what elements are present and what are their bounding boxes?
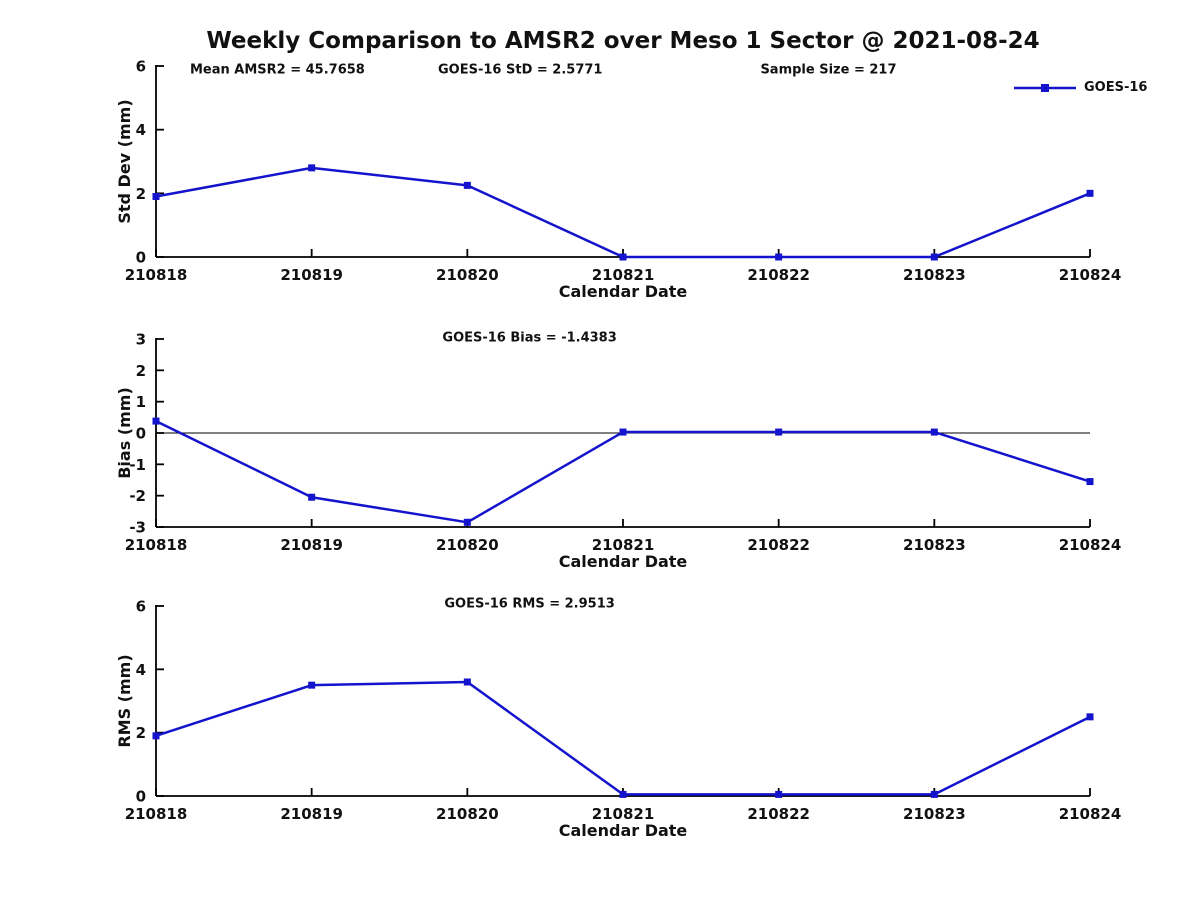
data-point-marker — [619, 428, 627, 436]
data-point-marker — [308, 681, 316, 689]
x-tick-label: 210822 — [747, 536, 810, 554]
y-axis-label: Std Dev (mm) — [115, 99, 134, 223]
stat-annotation: GOES-16 StD = 2.5771 — [438, 63, 602, 78]
data-point-marker — [930, 253, 938, 261]
y-tick-label: 6 — [136, 58, 146, 76]
legend-marker-icon — [1041, 83, 1049, 92]
x-tick-label: 210823 — [903, 266, 966, 284]
y-tick-label: 1 — [136, 393, 146, 411]
data-point-marker — [308, 164, 316, 172]
y-tick-label: 4 — [136, 121, 146, 139]
series-line-goes-16 — [155, 419, 1091, 524]
series-line-goes-16 — [155, 680, 1091, 796]
x-tick-label: 210820 — [436, 805, 499, 823]
x-tick-label: 210824 — [1059, 805, 1122, 823]
x-tick-label: 210823 — [903, 536, 966, 554]
legend: GOES-16 — [1012, 80, 1147, 95]
x-axis-label: Calendar Date — [559, 552, 688, 571]
y-axis-label: Bias (mm) — [115, 387, 134, 479]
y-tick-label: 4 — [136, 661, 146, 679]
x-tick-label: 210818 — [125, 805, 188, 823]
data-point-marker — [775, 428, 783, 436]
data-point-marker — [308, 493, 316, 501]
data-point-marker — [930, 790, 938, 798]
y-tick-label: -3 — [129, 519, 146, 537]
data-point-marker — [1086, 478, 1094, 486]
x-tick-label: 210821 — [592, 805, 655, 823]
y-tick-label: 2 — [136, 724, 146, 742]
x-tick-label: 210821 — [592, 536, 655, 554]
data-point-marker — [775, 790, 783, 798]
y-axis-label: RMS (mm) — [115, 654, 134, 747]
stat-annotation: GOES-16 Bias = -1.4383 — [442, 331, 616, 346]
stat-annotation: Mean AMSR2 = 45.7658 — [190, 63, 365, 78]
y-tick-label: 2 — [136, 362, 146, 380]
y-tick-label: 2 — [136, 185, 146, 203]
data-point-marker — [930, 428, 938, 436]
x-tick-label: 210824 — [1059, 266, 1122, 284]
rms-chart: 0 2 4 6 210818 210819 210820 210821 210822 210823… — [115, 597, 1121, 841]
x-tick-label: 210822 — [747, 266, 810, 284]
x-tick-label: 210820 — [436, 536, 499, 554]
std-dev-chart: 0 2 4 6 210818 210819 210820 210821 210822 210823… — [115, 58, 1121, 302]
x-axis-label: Calendar Date — [559, 282, 688, 301]
bias-chart: -3 -2 -1 0 1 2 3 210818 210819 210820 210821 210822… — [115, 331, 1121, 572]
x-tick-label: 210819 — [280, 536, 343, 554]
x-tick-label: 210819 — [280, 805, 343, 823]
x-tick-label: 210818 — [125, 536, 188, 554]
x-tick-label: 210822 — [747, 805, 810, 823]
stat-annotation: GOES-16 RMS = 2.9513 — [444, 597, 614, 612]
x-tick-label: 210819 — [280, 266, 343, 284]
data-point-marker — [619, 253, 627, 261]
y-tick-label: 0 — [136, 788, 146, 806]
figure-title: Weekly Comparison to AMSR2 over Meso 1 S… — [206, 28, 1040, 54]
data-point-marker — [152, 193, 160, 201]
stat-annotation: Sample Size = 217 — [760, 63, 896, 78]
data-point-marker — [463, 678, 471, 686]
y-tick-label: -1 — [129, 456, 146, 474]
x-tick-label: 210818 — [125, 266, 188, 284]
x-tick-label: 210823 — [903, 805, 966, 823]
x-axis-label: Calendar Date — [559, 821, 688, 840]
y-tick-label: 0 — [136, 249, 146, 267]
y-tick-label: 0 — [136, 425, 146, 443]
x-tick-label: 210820 — [436, 266, 499, 284]
data-point-marker — [152, 732, 160, 740]
x-tick-label: 210821 — [592, 266, 655, 284]
legend-label: GOES-16 — [1084, 80, 1148, 95]
series-line-goes-16 — [155, 166, 1091, 259]
x-tick-label: 210824 — [1059, 536, 1122, 554]
data-point-marker — [152, 417, 160, 425]
data-point-marker — [463, 518, 471, 526]
data-point-marker — [1086, 713, 1094, 721]
data-point-marker — [775, 253, 783, 261]
y-tick-label: -2 — [129, 487, 146, 505]
data-point-marker — [619, 790, 627, 798]
legend-line-sample — [1014, 83, 1076, 92]
y-tick-label: 3 — [136, 331, 146, 349]
y-tick-label: 6 — [136, 598, 146, 616]
data-point-marker — [1086, 189, 1094, 197]
data-point-marker — [463, 181, 471, 189]
